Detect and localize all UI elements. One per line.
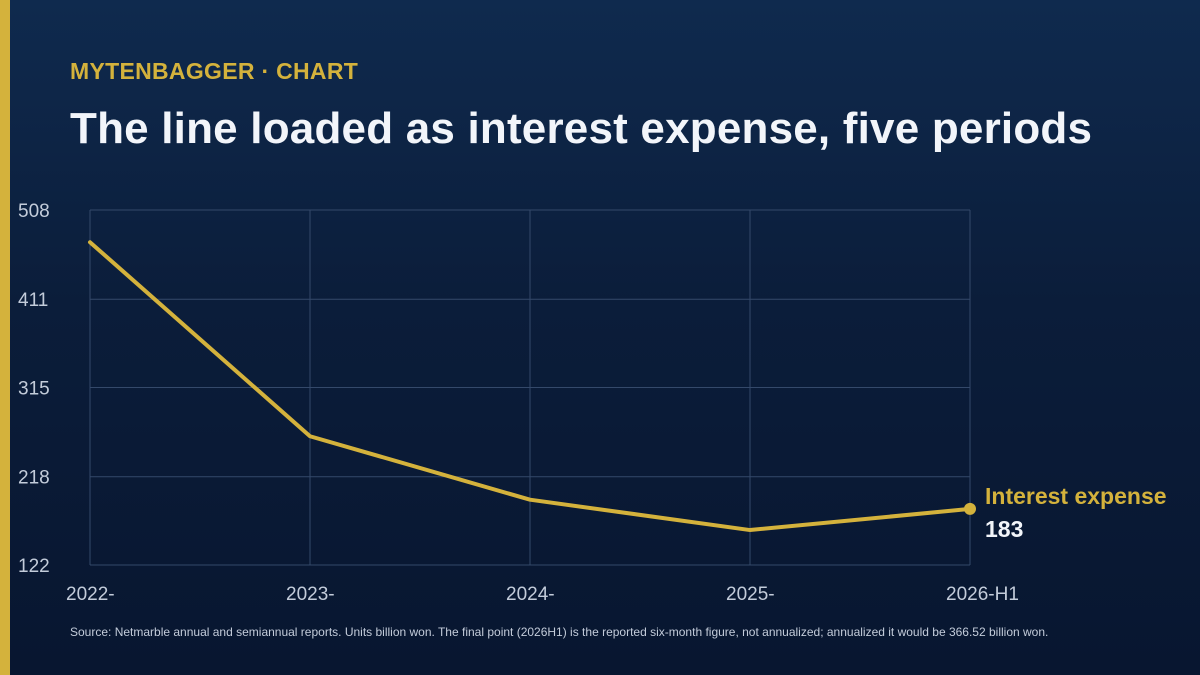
series-layer bbox=[88, 240, 976, 533]
y-tick-label: 122 bbox=[18, 556, 50, 577]
x-tick-label: 2026-H1 bbox=[946, 584, 1019, 605]
x-tick-label: 2025- bbox=[726, 584, 775, 605]
x-tick-label: 2023- bbox=[286, 584, 335, 605]
end-label-value: 183 bbox=[985, 516, 1023, 542]
x-tick-label: 2024- bbox=[506, 584, 555, 605]
end-point-marker bbox=[964, 502, 976, 515]
end-label-series-name: Interest expense bbox=[985, 483, 1167, 509]
x-axis-ticks: 2022- 2023- 2024- 2025- 2026-H1 bbox=[66, 584, 1019, 605]
y-tick-label: 218 bbox=[18, 468, 50, 489]
y-axis-ticks: 508 411 315 218 122 bbox=[18, 201, 50, 577]
x-tick-label: 2022- bbox=[66, 584, 115, 605]
end-labels: Interest expense 183 bbox=[985, 483, 1167, 542]
chart-title: The line loaded as interest expense, fiv… bbox=[70, 104, 1093, 153]
y-tick-label: 315 bbox=[18, 379, 50, 400]
kicker-label: MYTENBAGGER · CHART bbox=[70, 58, 359, 84]
y-tick-label: 411 bbox=[18, 290, 48, 311]
y-tick-label: 508 bbox=[18, 201, 50, 222]
chart-grid bbox=[89, 209, 971, 566]
series-line bbox=[88, 240, 972, 533]
accent-bar bbox=[0, 0, 10, 675]
source-note: Source: Netmarble annual and semiannual … bbox=[70, 625, 1049, 639]
